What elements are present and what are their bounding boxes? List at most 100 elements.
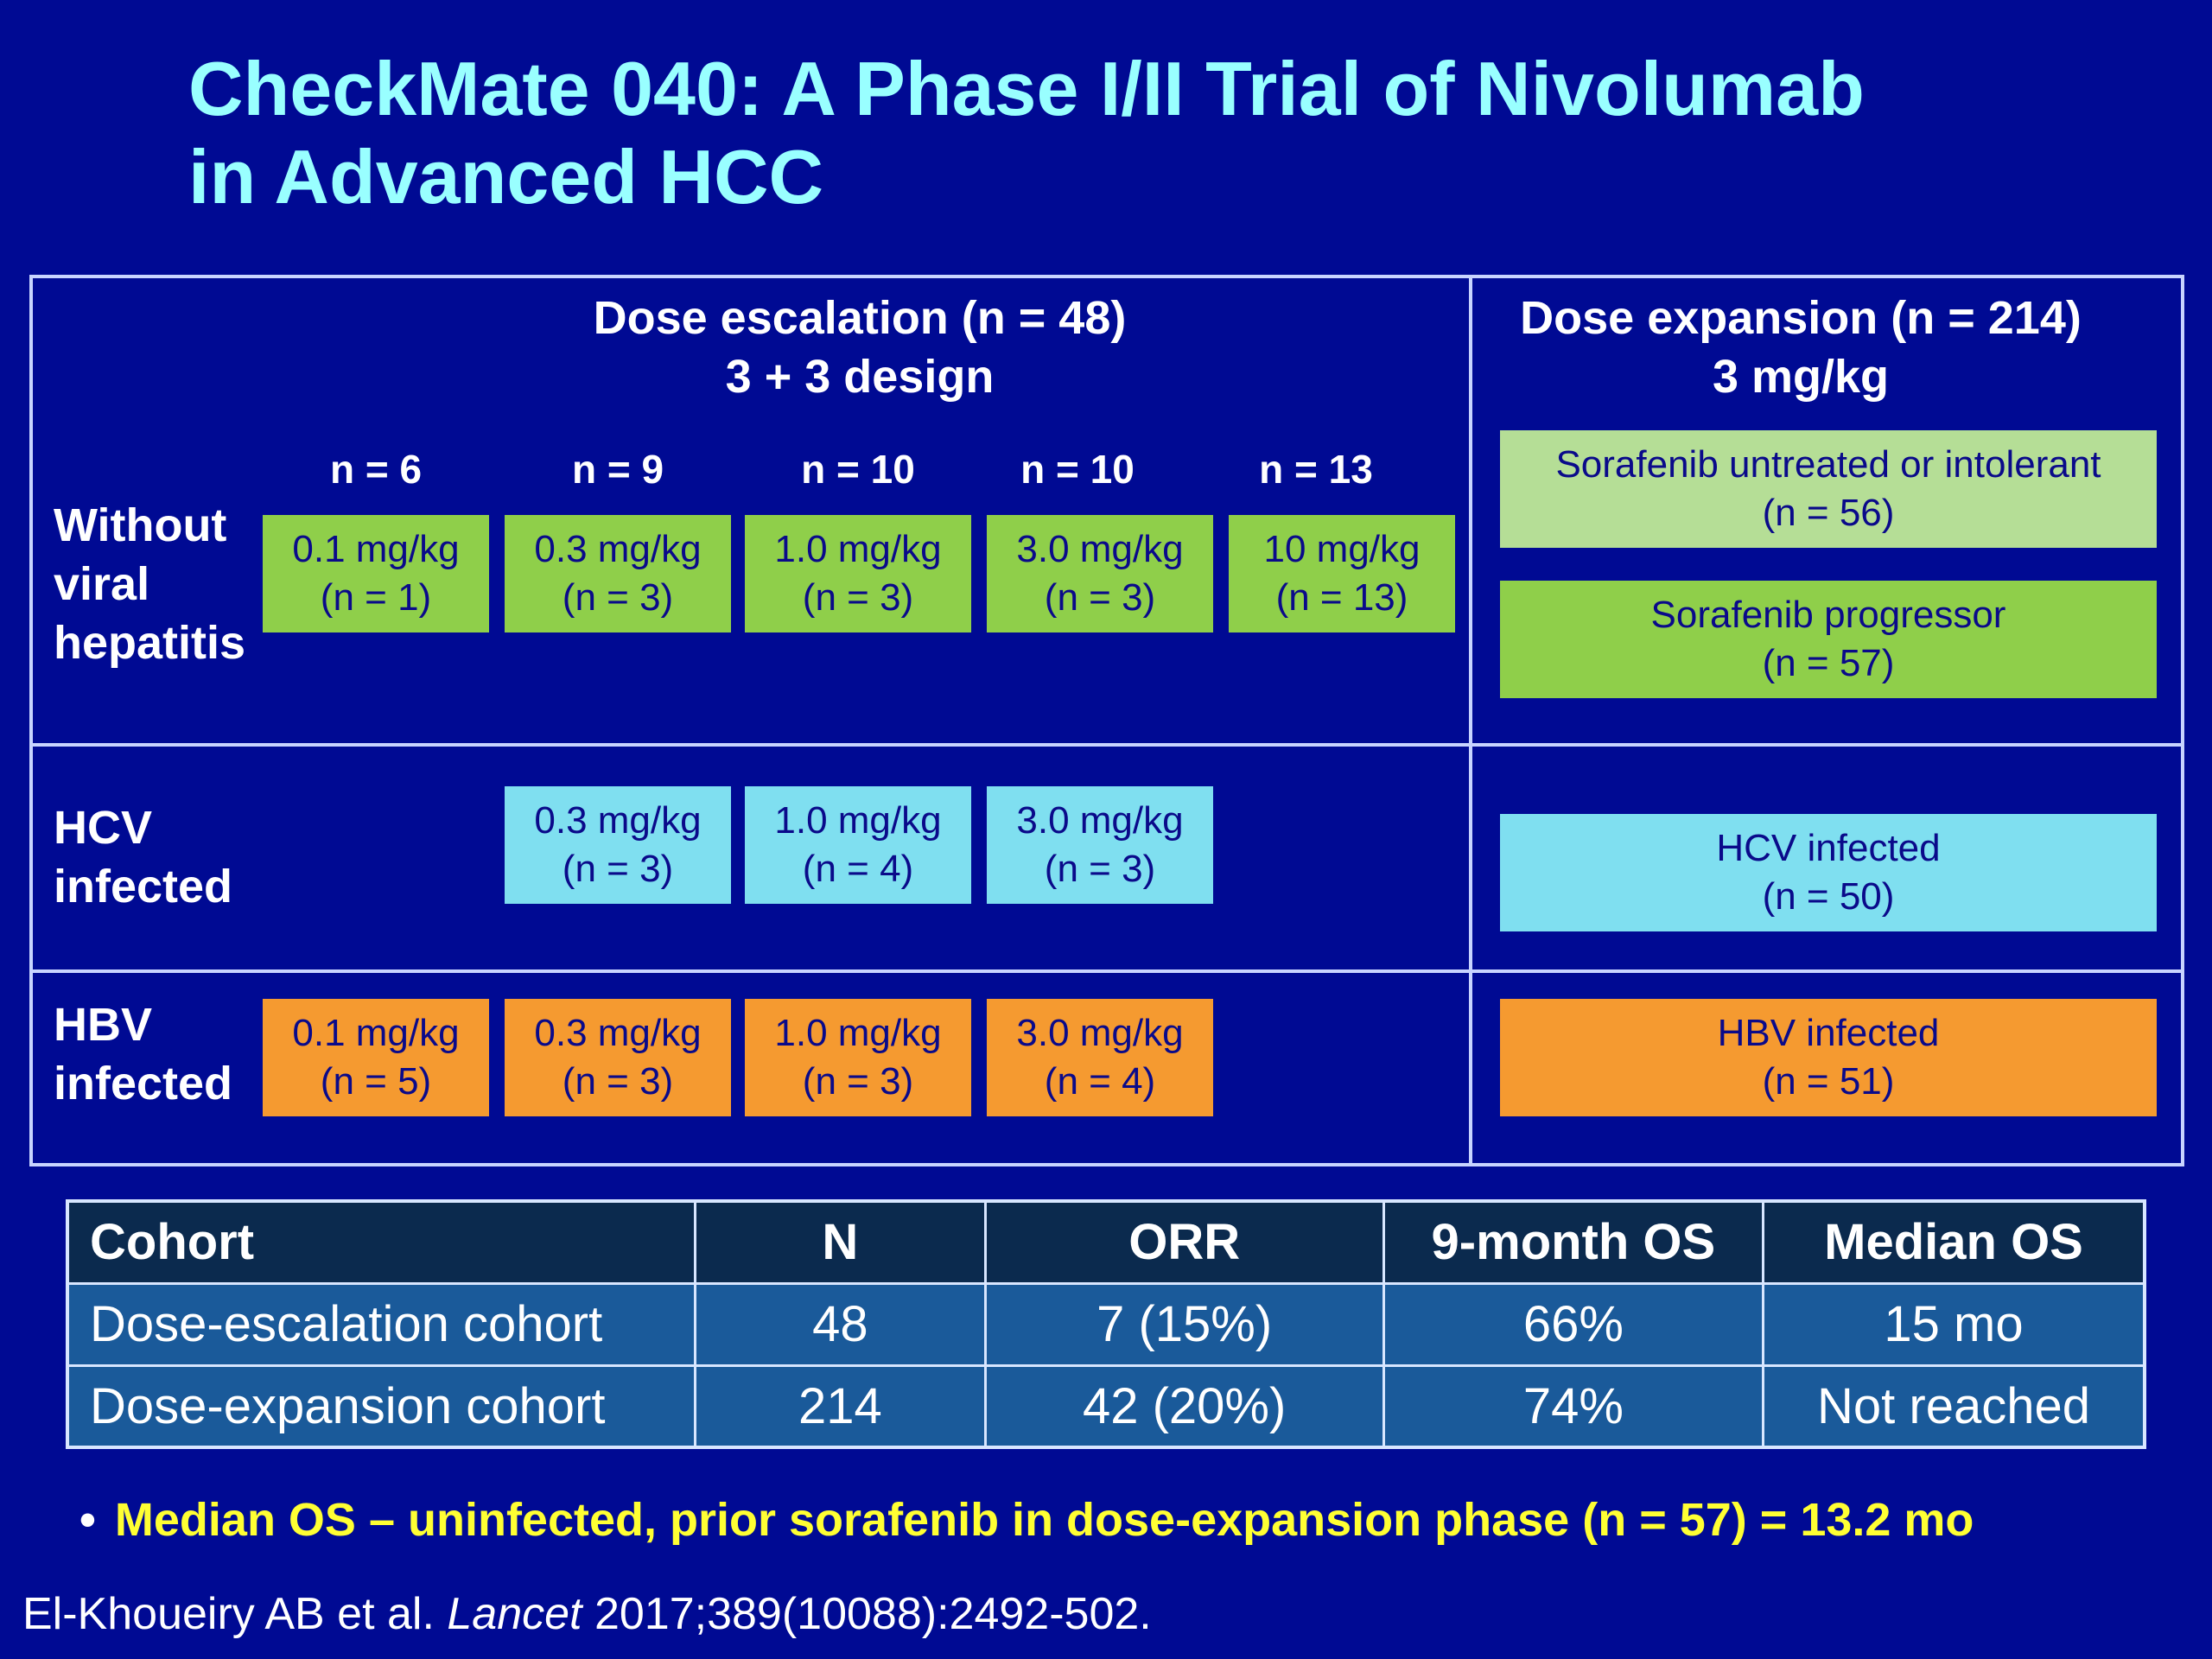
dose-n-label: (n = 3) [802,1060,914,1103]
row-label-hcv-infected: HCV infected [54,798,232,916]
row-divider-1 [29,743,2184,747]
column-n-label: n = 10 [1020,447,1135,492]
dose-label: 0.3 mg/kg [534,528,702,570]
key-finding-bullet: • Median OS – uninfected, prior sorafenib… [79,1493,1974,1547]
expansion-box-sorafenib-untreated: Sorafenib untreated or intolerant (n = 5… [1500,430,2157,548]
dose-n-label: (n = 3) [562,848,674,890]
bullet-text: Median OS – uninfected, prior sorafenib … [114,1494,1974,1546]
table-row: Dose-escalation cohort 48 7 (15%) 66% 15… [66,1281,2146,1367]
expansion-box-label: Sorafenib untreated or intolerant [1555,443,2101,486]
dose-n-label: (n = 3) [1044,576,1156,619]
dose-box-hbv: 1.0 mg/kg (n = 3) [745,999,971,1116]
dose-box-hbv: 0.3 mg/kg (n = 3) [505,999,731,1116]
expansion-header-dose: 3 mg/kg [1712,351,1890,403]
row-label-line: viral [54,558,150,610]
table-cell: Dose-expansion cohort [66,1363,697,1449]
dose-n-label: (n = 3) [562,1060,674,1103]
escalation-header-title: Dose escalation (n = 48) [593,292,1127,344]
expansion-box-label: Sorafenib progressor [1650,594,2006,636]
row-label-line: HCV [54,802,153,854]
expansion-box-sorafenib-progressor: Sorafenib progressor (n = 57) [1500,581,2157,698]
table-cell: 214 [694,1363,987,1449]
dose-label: 3.0 mg/kg [1016,528,1184,570]
dose-box-hcv: 3.0 mg/kg (n = 3) [987,786,1213,904]
expansion-box-n: (n = 51) [1762,1060,1895,1103]
citation-reference: 2017;389(10088):2492-502. [594,1589,1152,1639]
table-cell: 7 (15%) [983,1281,1385,1367]
column-n-label: n = 9 [571,447,664,492]
slide-title-line1: CheckMate 040: A Phase I/II Trial of Niv… [188,46,1865,131]
escalation-header-design: 3 + 3 design [725,351,995,403]
dose-box-hbv: 3.0 mg/kg (n = 4) [987,999,1213,1116]
row-label-line: Without [54,499,227,551]
dose-n-label: (n = 13) [1275,576,1408,619]
column-n-label: n = 10 [801,447,915,492]
table-header-cell: Median OS [1762,1199,2146,1285]
row-divider-2 [29,969,2184,973]
dose-label: 0.3 mg/kg [534,1012,702,1054]
dose-n-label: (n = 1) [320,576,432,619]
citation-authors: El-Khoueiry AB et al. [22,1589,435,1639]
dose-label: 0.1 mg/kg [292,528,460,570]
expansion-header-title: Dose expansion (n = 214) [1520,292,2082,344]
column-n-label: n = 13 [1259,447,1373,492]
table-header-cell: N [694,1199,987,1285]
dose-label: 3.0 mg/kg [1016,1012,1184,1054]
dose-label: 0.1 mg/kg [292,1012,460,1054]
citation-journal: Lancet [447,1589,582,1639]
table-header-cell: ORR [983,1199,1385,1285]
expansion-box-label: HBV infected [1717,1012,1940,1054]
dose-box-uninfected: 1.0 mg/kg (n = 3) [745,515,971,632]
results-table: Cohort N ORR 9-month OS Median OS Dose-e… [66,1199,2146,1449]
table-cell: 42 (20%) [983,1363,1385,1449]
dose-label: 0.3 mg/kg [534,799,702,842]
table-cell: 74% [1382,1363,1765,1449]
table-cell: Not reached [1762,1363,2146,1449]
table-header-cell: 9-month OS [1382,1199,1765,1285]
bullet-marker: • [79,1494,96,1546]
dose-label: 1.0 mg/kg [774,1012,942,1054]
study-design-frame [29,275,2184,1166]
row-label-line: infected [54,861,233,912]
table-cell: Dose-escalation cohort [66,1281,697,1367]
dose-box-uninfected: 10 mg/kg (n = 13) [1229,515,1455,632]
expansion-box-hbv: HBV infected (n = 51) [1500,999,2157,1116]
table-header-row: Cohort N ORR 9-month OS Median OS [66,1199,2146,1285]
row-label-without-viral-hepatitis: Without viral hepatitis [54,496,245,672]
dose-n-label: (n = 3) [1044,848,1156,890]
dose-box-uninfected: 0.1 mg/kg (n = 1) [263,515,489,632]
citation: El-Khoueiry AB et al. Lancet 2017;389(10… [22,1588,1152,1640]
dose-box-hcv: 0.3 mg/kg (n = 3) [505,786,731,904]
expansion-box-label: HCV infected [1716,827,1941,869]
phase-divider [1469,275,1472,1166]
slide-title: CheckMate 040: A Phase I/II Trial of Niv… [188,45,2089,221]
table-cell: 48 [694,1281,987,1367]
expansion-header: Dose expansion (n = 214) 3 mg/kg [1472,289,2129,406]
dose-n-label: (n = 3) [562,576,674,619]
table-cell: 66% [1382,1281,1765,1367]
expansion-box-n: (n = 50) [1762,875,1895,918]
dose-box-uninfected: 0.3 mg/kg (n = 3) [505,515,731,632]
table-cell: 15 mo [1762,1281,2146,1367]
dose-n-label: (n = 3) [802,576,914,619]
table-header-cell: Cohort [66,1199,697,1285]
expansion-box-n: (n = 56) [1762,492,1895,534]
dose-n-label: (n = 4) [1044,1060,1156,1103]
slide-title-line2: in Advanced HCC [188,134,824,219]
column-n-label: n = 6 [329,447,423,492]
expansion-box-hcv: HCV infected (n = 50) [1500,814,2157,931]
dose-label: 10 mg/kg [1263,528,1421,570]
dose-n-label: (n = 5) [320,1060,432,1103]
row-label-line: HBV [54,999,153,1051]
table-row: Dose-expansion cohort 214 42 (20%) 74% N… [66,1363,2146,1449]
row-label-line: hepatitis [54,617,246,669]
row-label-line: infected [54,1058,233,1109]
escalation-header: Dose escalation (n = 48) 3 + 3 design [518,289,1201,406]
dose-label: 1.0 mg/kg [774,799,942,842]
dose-label: 3.0 mg/kg [1016,799,1184,842]
expansion-box-n: (n = 57) [1762,642,1895,684]
dose-label: 1.0 mg/kg [774,528,942,570]
dose-box-uninfected: 3.0 mg/kg (n = 3) [987,515,1213,632]
row-label-hbv-infected: HBV infected [54,995,232,1113]
dose-box-hbv: 0.1 mg/kg (n = 5) [263,999,489,1116]
